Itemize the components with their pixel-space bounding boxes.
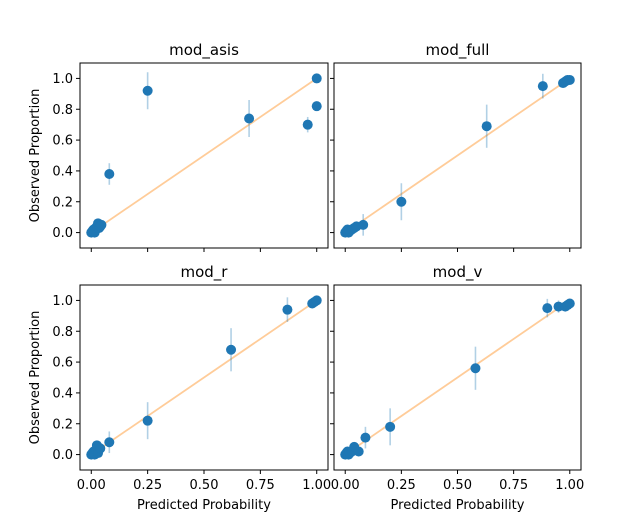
- y-tick-label: 0.6: [52, 356, 73, 371]
- x-tick-label: 0.50: [443, 478, 472, 493]
- panel-mod_full: mod_full: [330, 41, 582, 252]
- data-point: [142, 415, 153, 426]
- y-tick-label: 0.8: [52, 325, 73, 340]
- x-tick-label: 0.00: [77, 478, 106, 493]
- x-tick-label: 0.25: [133, 478, 162, 493]
- data-point: [385, 421, 396, 432]
- panel-mod_asis: 0.0 0.2 0.4 0.6 0.8 1.0 mod_asis Observed Propo…: [28, 41, 329, 252]
- panel-title: mod_v: [433, 263, 483, 282]
- data-point: [481, 121, 492, 132]
- data-point: [564, 298, 575, 309]
- x-axis-label: Predicted Probability: [391, 498, 525, 513]
- data-point: [396, 196, 407, 207]
- y-axis-label: Observed Proportion: [28, 89, 43, 223]
- data-point: [564, 74, 575, 85]
- data-point: [537, 81, 548, 92]
- data-point: [142, 85, 153, 96]
- y-tick-label: 0.0: [52, 448, 73, 463]
- y-tick-label: 0.4: [52, 386, 73, 401]
- data-point: [104, 169, 115, 179]
- data-point: [542, 303, 553, 314]
- x-tick-label: 0.50: [190, 478, 219, 493]
- data-point: [104, 437, 115, 448]
- x-tick-label: 0.25: [387, 478, 416, 493]
- reference-line: [90, 299, 318, 456]
- y-axis-label: Observed Proportion: [28, 311, 43, 445]
- data-point: [311, 295, 322, 306]
- panel-mod_v: 0.00 0.25 0.50 0.75 1.00 mod_v Predicted Proba…: [330, 263, 584, 513]
- data-point: [311, 101, 322, 112]
- y-tick-label: 0.2: [52, 195, 73, 210]
- x-axis-label: Predicted Probability: [137, 498, 271, 513]
- data-point: [358, 219, 369, 230]
- y-tick-label: 0.2: [52, 417, 73, 432]
- data-point: [226, 344, 237, 355]
- panel-title: mod_r: [181, 263, 229, 282]
- x-tick-label: 0.75: [499, 478, 528, 493]
- data-point: [302, 119, 313, 130]
- data-point: [353, 446, 364, 457]
- data-point: [282, 304, 293, 315]
- data-point: [244, 113, 255, 124]
- x-tick-label: 1.00: [302, 478, 331, 493]
- panel-title: mod_asis: [169, 41, 239, 60]
- data-point: [96, 219, 107, 230]
- data-point: [470, 363, 481, 374]
- y-tick-label: 1.0: [52, 294, 73, 309]
- y-tick-label: 0.0: [52, 226, 73, 241]
- y-tick-label: 1.0: [52, 72, 73, 87]
- x-tick-label: 0.75: [246, 478, 275, 493]
- reference-line: [90, 77, 318, 234]
- x-tick-label: 1.00: [555, 478, 584, 493]
- reference-line: [344, 77, 571, 234]
- reference-line: [344, 299, 571, 456]
- x-tick-label: 0.00: [331, 478, 360, 493]
- data-point: [360, 432, 371, 443]
- y-tick-label: 0.8: [52, 103, 73, 118]
- panel-title: mod_full: [426, 41, 490, 60]
- panel-mod_r: 0.00 0.25 0.50 0.75 1.00 0.0 0.2 0.4 0.6 0.8 1.0 mo…: [28, 263, 331, 513]
- y-tick-label: 0.4: [52, 164, 73, 179]
- data-point: [95, 443, 106, 454]
- data-point: [311, 73, 322, 84]
- y-tick-label: 0.6: [52, 134, 73, 149]
